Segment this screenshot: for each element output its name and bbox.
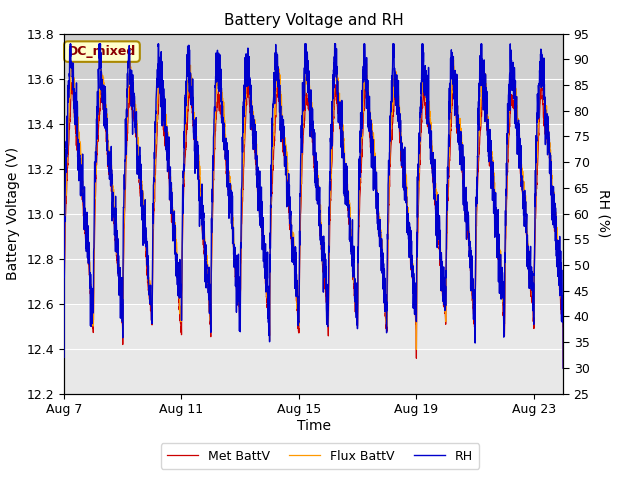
Y-axis label: RH (%): RH (%) bbox=[596, 190, 611, 238]
Line: RH: RH bbox=[64, 44, 563, 368]
RH bbox=[273, 78, 281, 84]
Flux BattV bbox=[243, 53, 251, 59]
Text: DC_mixed: DC_mixed bbox=[68, 45, 136, 58]
Flux BattV bbox=[117, 292, 125, 298]
Flux BattV bbox=[550, 197, 557, 203]
Y-axis label: Battery Voltage (V): Battery Voltage (V) bbox=[6, 147, 20, 280]
Met BattV bbox=[244, 76, 252, 82]
Flux BattV bbox=[559, 356, 567, 361]
RH bbox=[559, 365, 567, 371]
Met BattV bbox=[550, 213, 557, 219]
Met BattV bbox=[559, 365, 567, 371]
RH bbox=[67, 41, 74, 47]
Bar bbox=[64, 34, 563, 123]
RH bbox=[117, 284, 125, 289]
Title: Battery Voltage and RH: Battery Voltage and RH bbox=[224, 13, 403, 28]
Flux BattV bbox=[273, 64, 281, 70]
Flux BattV bbox=[147, 292, 154, 298]
RH bbox=[60, 354, 68, 360]
Met BattV bbox=[252, 160, 259, 166]
Met BattV bbox=[147, 308, 154, 313]
Legend: Met BattV, Flux BattV, RH: Met BattV, Flux BattV, RH bbox=[161, 444, 479, 469]
RH bbox=[147, 285, 155, 291]
Met BattV bbox=[117, 297, 125, 302]
X-axis label: Time: Time bbox=[296, 419, 331, 433]
Met BattV bbox=[60, 360, 68, 366]
Flux BattV bbox=[252, 137, 259, 143]
RH bbox=[550, 184, 557, 190]
RH bbox=[252, 150, 259, 156]
Line: Flux BattV: Flux BattV bbox=[64, 56, 563, 365]
Line: Met BattV: Met BattV bbox=[64, 79, 563, 368]
Met BattV bbox=[496, 261, 504, 266]
RH bbox=[496, 270, 504, 276]
Flux BattV bbox=[496, 251, 504, 256]
Bar bbox=[64, 123, 563, 303]
Met BattV bbox=[273, 87, 281, 93]
Flux BattV bbox=[60, 362, 68, 368]
